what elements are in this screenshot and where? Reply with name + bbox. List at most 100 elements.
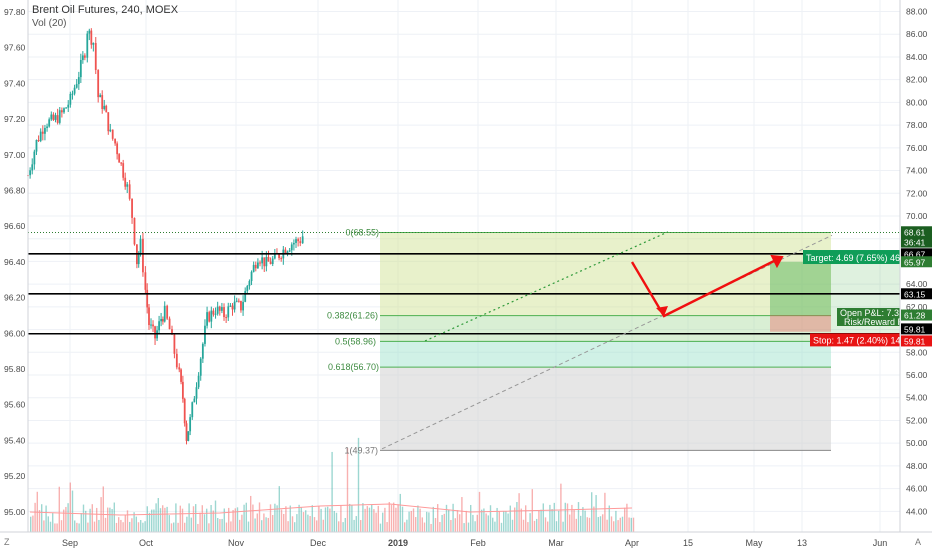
fib-label: 0(68.55) — [345, 227, 379, 237]
candle-body — [273, 253, 276, 259]
volume-bar — [168, 515, 170, 532]
volume-bar — [331, 451, 333, 532]
volume-bar — [487, 515, 489, 532]
candle-body — [50, 114, 53, 120]
volume-bar — [214, 500, 217, 532]
volume-bar — [294, 522, 296, 532]
left-axis-tick: 95.00 — [4, 507, 26, 517]
left-axis-tick: 96.60 — [4, 221, 26, 231]
volume-bar — [52, 512, 54, 532]
candle-body — [197, 375, 200, 388]
volume-bar — [142, 522, 144, 532]
volume-bar — [421, 517, 423, 532]
candle-body — [218, 306, 221, 311]
timezone-button[interactable]: Z — [4, 537, 10, 547]
price-tag: 59.81 — [904, 336, 926, 346]
volume-bar — [628, 517, 630, 532]
volume-bar — [569, 514, 571, 532]
candle-body — [180, 369, 182, 382]
left-axis-tick: 97.60 — [4, 43, 26, 53]
volume-bar — [500, 522, 503, 532]
volume-bar — [45, 505, 47, 532]
volume-bar — [296, 514, 298, 532]
fib-label: 0.382(61.26) — [327, 311, 378, 321]
candle-body — [168, 318, 171, 330]
candle-body — [65, 107, 68, 109]
candle-body — [79, 60, 82, 78]
price-tag: 66.67 — [904, 249, 926, 259]
candle-body — [52, 114, 55, 120]
volume-bar — [287, 521, 289, 532]
candle-body — [189, 417, 192, 432]
candle-body — [148, 307, 150, 326]
candle-body — [204, 325, 206, 344]
candle-body — [150, 324, 152, 326]
volume-bar — [547, 521, 549, 532]
left-axis-tick: 96.00 — [4, 328, 26, 338]
volume-bar — [188, 503, 190, 532]
candle-body — [185, 423, 188, 441]
time-axis-label: 2019 — [388, 538, 408, 548]
volume-bar — [329, 508, 331, 532]
volume-bar — [456, 510, 459, 532]
volume-bar — [164, 507, 166, 532]
volume-bar — [588, 517, 591, 532]
price-tag-bg — [901, 309, 932, 321]
volume-bar — [518, 493, 520, 532]
volume-bar — [159, 508, 162, 532]
candle-body — [31, 164, 34, 171]
volume-bar — [232, 509, 234, 532]
volume-bar — [558, 510, 560, 532]
candle-body — [131, 198, 133, 218]
candle-body — [105, 105, 108, 113]
candle-body — [199, 358, 202, 376]
volume-bar — [239, 519, 241, 532]
profit-zone — [770, 261, 831, 316]
volume-bar — [602, 514, 604, 532]
candle-body — [124, 177, 127, 187]
fib-zone — [380, 315, 831, 342]
volume-bar — [58, 486, 60, 532]
volume-bar — [107, 507, 109, 532]
volume-bar — [307, 514, 309, 532]
candle-body — [48, 119, 51, 127]
left-axis-tick: 95.80 — [4, 364, 26, 374]
volume-bar — [626, 503, 628, 532]
candle-body — [263, 257, 266, 267]
volume-bar — [120, 519, 122, 532]
volume-bar — [362, 503, 364, 532]
volume-bar — [553, 502, 555, 532]
candle-body — [246, 286, 249, 292]
drawing-zones — [380, 231, 900, 451]
volume-bar — [360, 520, 362, 532]
volume-bar — [562, 521, 564, 532]
volume-bar — [417, 505, 419, 532]
volume-bar — [181, 508, 184, 532]
volume-bar — [76, 522, 78, 532]
volume-bar — [586, 517, 588, 532]
auto-scale-button[interactable]: A — [915, 537, 921, 547]
volume-bar — [113, 502, 115, 532]
candle-body — [292, 242, 295, 245]
loss-zone — [770, 315, 831, 332]
volume-bar — [60, 520, 63, 532]
right-axis-tick: 48.00 — [906, 461, 928, 471]
volume-bar — [443, 513, 445, 532]
candle-body — [92, 42, 95, 45]
candle-body — [77, 77, 80, 85]
volume-bar — [228, 507, 230, 532]
candle-body — [183, 398, 186, 424]
volume-bar — [459, 514, 461, 532]
volume-bar — [397, 504, 399, 532]
volume-bar — [533, 520, 536, 532]
left-axis-tick: 97.20 — [4, 114, 26, 124]
time-axis-label: May — [745, 538, 763, 548]
candle-body — [35, 139, 38, 152]
drawing-lines — [28, 231, 900, 450]
volume-bar — [162, 505, 164, 532]
volume-bar — [309, 516, 311, 532]
volume-bar — [415, 517, 417, 532]
volume-bar — [423, 522, 426, 532]
volume-bar — [452, 503, 454, 532]
